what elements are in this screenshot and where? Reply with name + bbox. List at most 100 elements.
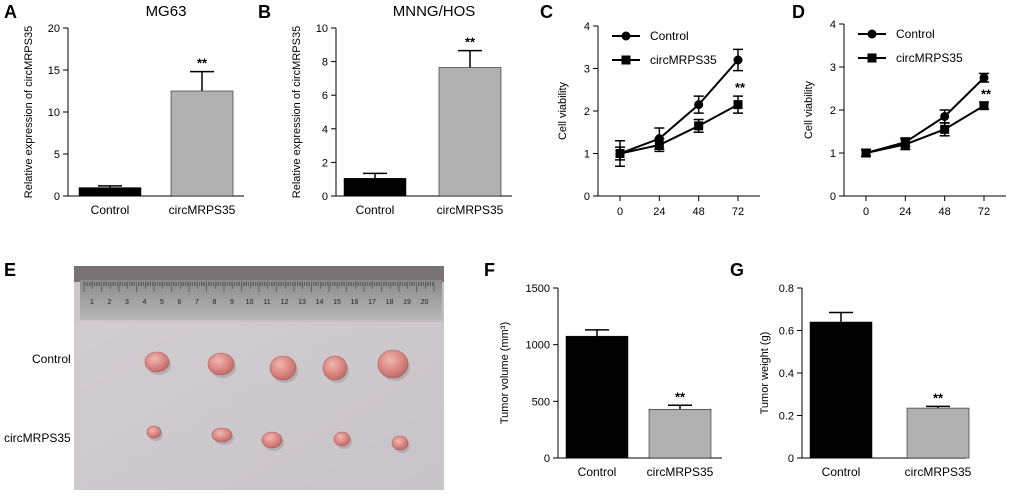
panel-a-y-tick-label: 5	[54, 149, 60, 161]
panel-c-x-tick-label: 0	[617, 206, 623, 218]
panel-c-y-tick-label: 0	[584, 191, 590, 203]
panel-b-y-tick-label: 2	[322, 157, 328, 169]
tumor	[269, 355, 297, 381]
tumor-photo: 1 2 3 4 5 6 7 8 9 10 11 12 13 14 15 16 17 18 19 20 Control …	[4, 266, 444, 490]
ruler-numbers: 1 2 3 4 5 6 7 8 9 10 11 12 13 14 15 16 17 18 19 20	[90, 299, 428, 306]
panel-c-legend-label: Control	[650, 29, 689, 43]
panel-g-category-label: circMRPS35	[905, 465, 972, 479]
panel-d-x-tick-label: 72	[978, 206, 990, 218]
panel-c-legend-marker-circle	[621, 31, 631, 41]
panel-b-y-tick-label: 0	[322, 191, 328, 203]
panel-b-y-tick-label: 6	[322, 90, 328, 102]
panel-letter-c: C	[540, 2, 553, 22]
panel-b-chart: 0 2 4 6 8 10 Relative expression of circMRPS35…	[291, 3, 512, 217]
panel-g-chart: 0 0.2 0.4 0.6 0.8 Tumor weight (g) Control circ…	[759, 283, 972, 479]
panel-d-point-circmrps35	[940, 124, 950, 134]
panel-a-title: MG63	[146, 3, 187, 20]
panel-c-point-control	[694, 100, 704, 110]
panel-b-significance: **	[465, 35, 476, 50]
panel-d-y-tick-label: 3	[830, 62, 836, 74]
ruler-number: 10	[246, 299, 254, 306]
panel-c-y-tick-label: 1	[584, 149, 590, 161]
panel-letter-b: B	[258, 2, 271, 22]
panel-c-significance: **	[735, 80, 746, 95]
panel-c-point-circmrps35	[654, 140, 664, 150]
ruler-number: 13	[298, 299, 306, 306]
panel-f-significance: **	[675, 389, 686, 404]
panel-a-y-tick-label: 20	[48, 23, 60, 35]
panel-d-y-tick-label: 0	[830, 191, 836, 203]
panel-c-chart: 0 1 2 3 4 Cell viability 0 24 48 72 Control circMRP…	[557, 21, 760, 218]
panel-c-point-circmrps35	[615, 149, 625, 158]
panel-c-y-tick-label: 2	[584, 106, 590, 118]
panel-c-line-circmrps35	[619, 103, 739, 155]
photo-row-label-control: Control	[32, 352, 71, 366]
panel-d-legend-marker-circle	[867, 29, 877, 39]
ruler-number: 12	[281, 299, 289, 306]
tumors	[144, 349, 410, 453]
tumor	[391, 435, 409, 451]
panel-c-x-tick-label: 24	[653, 206, 665, 218]
panel-d-y-tick-label: 4	[830, 19, 836, 31]
ruler-number: 2	[108, 299, 112, 306]
panel-d-point-circmrps35	[900, 139, 910, 149]
paper-sheet	[74, 322, 444, 490]
panel-d-x-tick-label: 24	[899, 206, 911, 218]
panel-g-y-tick-label: 0	[788, 453, 794, 465]
panel-g-bar-control	[809, 321, 873, 459]
panel-g-significance: **	[933, 390, 944, 405]
panel-g-y-axis-title: Tumor weight (g)	[759, 332, 771, 415]
panel-f-category-label: Control	[578, 465, 617, 479]
panel-d-chart: 0 1 2 3 4 Cell viability 0 24 48 72 Control circMRP…	[803, 19, 1006, 218]
panel-g-bar-circmrps35	[906, 407, 970, 459]
panel-letter-e: E	[4, 260, 16, 280]
ruler-number: 6	[178, 299, 182, 306]
panel-c-point-control	[733, 55, 743, 65]
panel-a-category-label: Control	[91, 203, 130, 217]
panel-d-legend-label: Control	[896, 27, 935, 41]
panel-a-bar-control	[78, 187, 142, 197]
ruler-number: 19	[403, 299, 411, 306]
ruler-number: 14	[316, 299, 324, 306]
panel-b-y-tick-label: 10	[316, 23, 328, 35]
panel-d-y-tick-label: 2	[830, 105, 836, 117]
panel-g-y-tick-label: 0.2	[779, 411, 794, 423]
panel-d-x-tick-label: 0	[863, 206, 869, 218]
panel-g-y-tick-label: 0.8	[779, 283, 794, 295]
panel-g-category-label: Control	[822, 465, 861, 479]
panel-d-line-control	[865, 77, 985, 154]
ruler-number: 20	[421, 299, 429, 306]
photo-row-label-circmrps35: circMRPS35	[4, 431, 71, 445]
panel-f-y-tick-label: 1500	[526, 283, 550, 295]
ruler-number: 9	[230, 299, 234, 306]
panel-b-y-tick-label: 8	[322, 57, 328, 69]
panel-d-legend-marker-square	[867, 53, 877, 63]
panel-b-bar-control	[343, 178, 407, 197]
tumor	[144, 351, 170, 373]
panel-d-x-tick-label: 48	[939, 206, 951, 218]
panel-letter-g: G	[730, 260, 744, 280]
panel-letter-a: A	[4, 2, 17, 22]
panel-b-y-tick-label: 4	[322, 124, 328, 136]
ruler-ticks	[83, 282, 435, 292]
ruler-number: 18	[386, 299, 394, 306]
ruler-number: 7	[195, 299, 199, 306]
panel-b-category-label: circMRPS35	[437, 203, 504, 217]
tumor	[333, 431, 351, 447]
photo-top-shadow	[74, 266, 444, 282]
ruler-number: 15	[333, 299, 341, 306]
panel-g-y-tick-label: 0.4	[779, 368, 794, 380]
panel-f-y-axis-title: Tumor volume (mm³)	[499, 322, 511, 424]
panel-a-y-tick-label: 0	[54, 191, 60, 203]
panel-f-y-tick-label: 0	[544, 453, 550, 465]
panel-d-y-tick-label: 1	[830, 148, 836, 160]
panel-d-line-circmrps35	[865, 104, 985, 154]
panel-a-significance: **	[197, 56, 208, 71]
panel-a-y-tick-label: 15	[48, 65, 60, 77]
tumor	[146, 425, 162, 439]
panel-a-category-label: circMRPS35	[169, 203, 236, 217]
panel-b-title: MNNG/HOS	[393, 3, 476, 20]
panel-a-bar-circmrps35	[170, 90, 234, 197]
panel-c-legend-label: circMRPS35	[650, 53, 717, 67]
